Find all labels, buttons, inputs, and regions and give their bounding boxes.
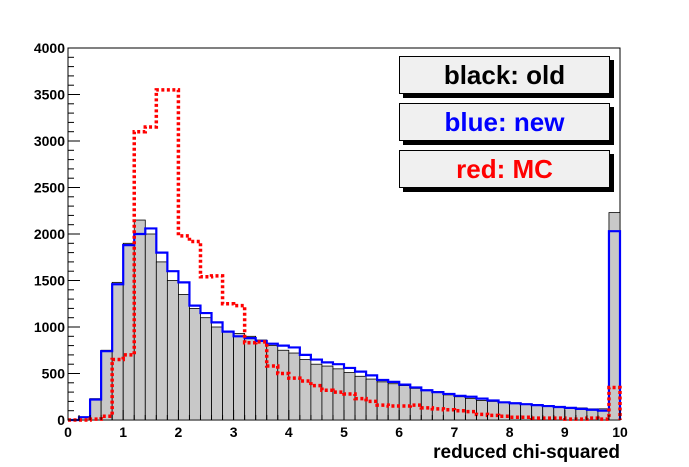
bar-old-15 (233, 333, 246, 421)
bar-old-28 (376, 381, 389, 421)
bar-old-16 (244, 335, 257, 421)
legend-label-old: black: old (443, 59, 566, 90)
x-tick-label-7: 7 (451, 424, 459, 440)
legend-entry-new: blue: new (399, 103, 610, 141)
y-tick-label-4000: 4000 (34, 40, 65, 56)
x-tick-label-4: 4 (285, 424, 293, 440)
legend-entry-mc: red: MC (399, 150, 610, 188)
bar-old-33 (431, 391, 444, 421)
x-tick-label-1: 1 (119, 424, 127, 440)
bar-old-4 (111, 281, 124, 421)
y-tick-label-2500: 2500 (34, 180, 65, 196)
x-axis-label: reduced chi-squared (433, 442, 620, 463)
legend-label-new: blue: new (444, 106, 565, 137)
legend-entry-old: black: old (399, 56, 610, 94)
y-tick-label-0: 0 (57, 412, 65, 428)
bar-old-11 (189, 307, 201, 421)
legend-label-mc: red: MC (456, 153, 553, 184)
x-tick-label-5: 5 (340, 424, 348, 440)
bar-old-19 (277, 349, 290, 421)
bar-old-21 (299, 359, 312, 421)
bar-old-23 (321, 365, 334, 421)
bar-old-2 (89, 398, 102, 421)
bar-old-9 (166, 280, 179, 421)
y-tick-label-2000: 2000 (34, 226, 65, 242)
axis-layer: 0 1 2 3 4 5 6 7 8 9 10 0 500 1000 1500 2000 2500 3000 3500… (34, 40, 628, 440)
x-tick-label-0: 0 (64, 424, 72, 440)
bar-old-14 (222, 331, 234, 421)
series-line-new (68, 227, 622, 422)
y-tick-label-1500: 1500 (34, 273, 65, 289)
bar-old-38 (487, 400, 499, 421)
series-line-mc (68, 88, 622, 422)
bar-old-32 (420, 389, 433, 421)
bar-old-12 (200, 317, 212, 421)
y-tick-label-3500: 3500 (34, 87, 65, 103)
bar-old-36 (465, 398, 477, 421)
bar-old-13 (211, 326, 223, 421)
bar-old-20 (288, 352, 301, 421)
y-tick-label-500: 500 (42, 366, 66, 382)
series-layer (68, 88, 622, 422)
bar-old-22 (310, 363, 323, 421)
bar-old-8 (155, 261, 168, 421)
x-tick-label-6: 6 (395, 424, 403, 440)
bar-old-29 (387, 383, 400, 421)
x-tick-label-10: 10 (612, 424, 628, 440)
y-tick-label-1000: 1000 (34, 319, 65, 335)
bar-old-10 (177, 294, 190, 421)
y-tick-label-3000: 3000 (34, 133, 65, 149)
bar-old-7 (144, 233, 157, 421)
x-tick-label-8: 8 (506, 424, 514, 440)
x-tick-label-2: 2 (175, 424, 183, 440)
bar-old-25 (343, 372, 356, 421)
x-tick-label-9: 9 (561, 424, 569, 440)
bar-old-30 (398, 385, 411, 421)
x-tick-label-3: 3 (230, 424, 238, 440)
